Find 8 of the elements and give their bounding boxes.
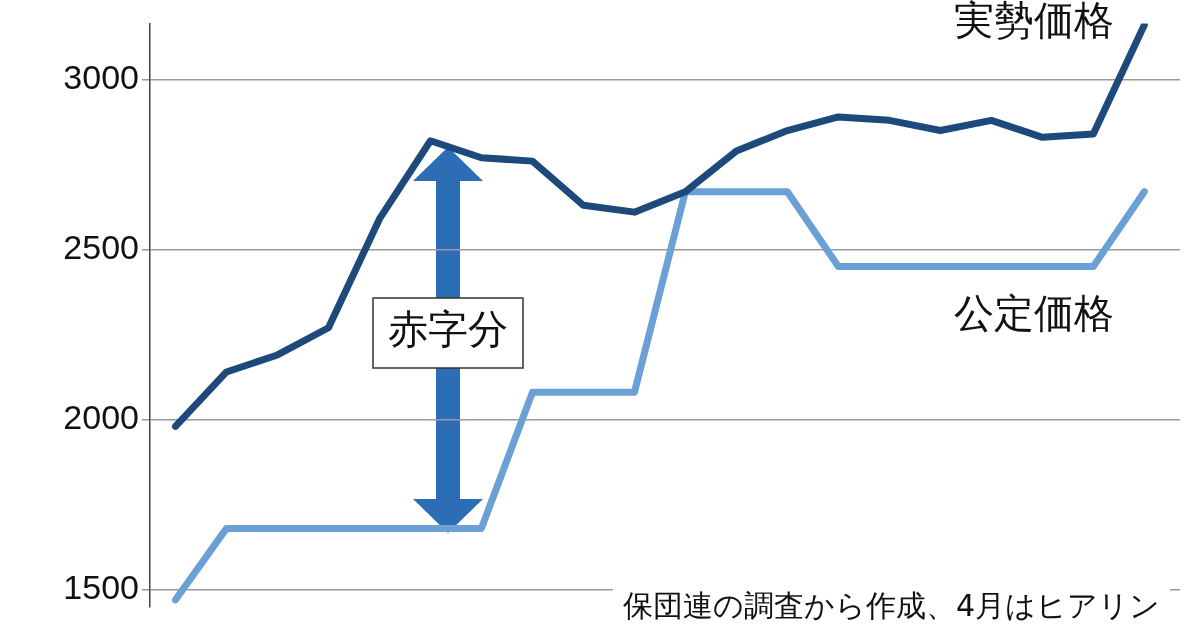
series-label: 公定価格: [954, 290, 1115, 337]
annotation: 赤字分: [388, 306, 508, 353]
y-tick-label: 1500: [63, 567, 139, 606]
annotation: 保団連の調査から作成、4月はヒアリン: [622, 587, 1160, 623]
y-tick-label: 3000: [63, 57, 139, 96]
y-tick-label: 2000: [63, 397, 139, 436]
series-label: 実勢価格: [954, 0, 1115, 44]
y-tick-label: 2500: [63, 227, 139, 266]
